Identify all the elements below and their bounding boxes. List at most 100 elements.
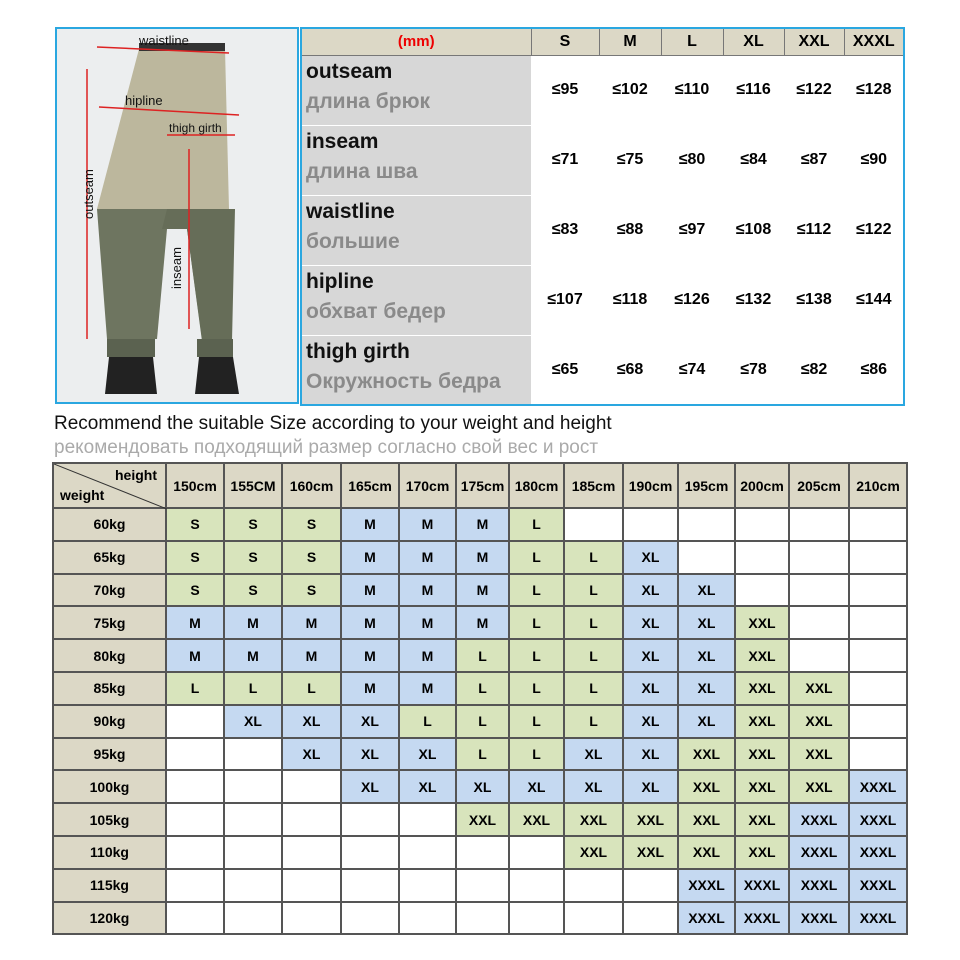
size-cell: XL	[677, 605, 736, 641]
height-axis-label: height	[115, 467, 157, 483]
size-cell: XL	[677, 572, 736, 608]
measurement-name-en: hipline	[306, 269, 374, 293]
weight-row: 60kg S S S M M M L	[52, 507, 908, 542]
size-cell: S	[281, 507, 342, 542]
size-cell: XXXL	[848, 802, 908, 837]
measurement-value: ≤116	[722, 54, 785, 126]
size-cell: XXL	[677, 802, 736, 837]
size-cell: XXL	[734, 769, 790, 805]
size-cell: XL	[622, 736, 679, 772]
weight-row: 105kg XXL XXL XXL XXL XXL XXL XXXL XXXL	[52, 802, 908, 837]
recommend-title-ru: рекомендовать подходящий размер согласно…	[54, 437, 599, 458]
size-cell: XXL	[677, 834, 736, 870]
measurement-name-en: waistline	[306, 199, 395, 223]
size-cell: M	[398, 670, 457, 706]
weight-row: 70kg S S S M M M L L XL XL	[52, 572, 908, 608]
size-cell: XXXL	[677, 900, 736, 936]
measurement-row: hipline обхват бедер ≤107 ≤118 ≤126 ≤132 ≤138 ≤…	[300, 264, 905, 336]
weight-row: 75kg M M M M M M L L XL XL XXL	[52, 605, 908, 641]
size-cell: L	[563, 638, 624, 673]
size-cell	[563, 867, 624, 903]
size-cell: XXL	[563, 802, 624, 837]
size-cell: L	[455, 703, 510, 739]
size-cell	[165, 769, 225, 805]
hipline-label: hipline	[125, 93, 163, 108]
size-cell: XL	[281, 736, 342, 772]
size-cell	[165, 900, 225, 936]
weight-label: 120kg	[52, 900, 167, 936]
size-cell: XXXL	[788, 867, 850, 903]
size-cell	[848, 539, 908, 575]
size-cell: XL	[622, 605, 679, 641]
measurement-value: ≤118	[598, 264, 662, 336]
size-cell: L	[508, 572, 565, 608]
size-cell: XL	[223, 703, 283, 739]
measurement-value: ≤84	[722, 124, 785, 196]
size-cell: M	[340, 638, 400, 673]
size-cell	[165, 802, 225, 837]
size-cell: M	[398, 539, 457, 575]
measurement-value: ≤78	[722, 334, 785, 406]
measurement-value: ≤126	[660, 264, 724, 336]
size-cell: L	[563, 605, 624, 641]
size-cell: M	[398, 507, 457, 542]
size-cell: XXXL	[734, 867, 790, 903]
size-cell: XXL	[734, 802, 790, 837]
size-cell: L	[455, 736, 510, 772]
size-cell: S	[281, 539, 342, 575]
size-cell: XXL	[734, 670, 790, 706]
size-header: XXXL	[843, 27, 905, 56]
measurement-value: ≤75	[598, 124, 662, 196]
height-header: 205cm	[788, 462, 850, 509]
weight-label: 80kg	[52, 638, 167, 673]
size-cell	[788, 638, 850, 673]
measurement-name-ru: большие	[306, 229, 400, 253]
size-cell: XL	[281, 703, 342, 739]
height-header: 170cm	[398, 462, 457, 509]
size-cell: XL	[398, 736, 457, 772]
size-cell: M	[398, 638, 457, 673]
size-header: L	[660, 27, 724, 56]
size-cell: S	[165, 572, 225, 608]
size-cell	[165, 867, 225, 903]
measurement-name-ru: длина брюк	[306, 89, 431, 113]
size-cell	[165, 703, 225, 739]
weight-label: 90kg	[52, 703, 167, 739]
size-cell: XXL	[455, 802, 510, 837]
size-cell	[340, 802, 400, 837]
size-cell: XL	[563, 736, 624, 772]
size-cell: L	[398, 703, 457, 739]
size-cell: XXXL	[848, 834, 908, 870]
size-cell: L	[563, 670, 624, 706]
measurement-label: thigh girth Окружность бедра	[300, 334, 532, 406]
outseam-label: outseam	[81, 169, 96, 219]
measurement-value: ≤107	[530, 264, 600, 336]
size-cell	[281, 834, 342, 870]
size-cell: XXL	[788, 703, 850, 739]
unit-label: (mm)	[300, 27, 532, 56]
size-cell: S	[223, 539, 283, 575]
size-cell: XXXL	[734, 900, 790, 936]
size-cell: L	[563, 539, 624, 575]
product-image: waistline hipline thigh girth outseam in…	[55, 27, 299, 404]
size-cell: XXL	[734, 736, 790, 772]
height-header: 175cm	[455, 462, 510, 509]
size-cell	[281, 900, 342, 936]
weight-row: 80kg M M M M M L L L XL XL XXL	[52, 638, 908, 673]
height-header: 160cm	[281, 462, 342, 509]
diagonal-divider	[54, 464, 167, 509]
measurement-value: ≤65	[530, 334, 600, 406]
size-cell: L	[455, 638, 510, 673]
size-cell	[848, 572, 908, 608]
size-cell: XXXL	[848, 900, 908, 936]
weight-label: 75kg	[52, 605, 167, 641]
weight-label: 95kg	[52, 736, 167, 772]
size-cell: M	[455, 572, 510, 608]
size-cell: S	[165, 539, 225, 575]
measurement-name-en: inseam	[306, 129, 379, 153]
size-cell: XXL	[734, 638, 790, 673]
weight-row: 100kg XL XL XL XL XL XL XXL XXL XXL XXXL	[52, 769, 908, 805]
size-cell	[734, 572, 790, 608]
measurement-row: inseam длина шва ≤71 ≤75 ≤80 ≤84 ≤87 ≤90	[300, 124, 905, 196]
size-header: M	[598, 27, 662, 56]
